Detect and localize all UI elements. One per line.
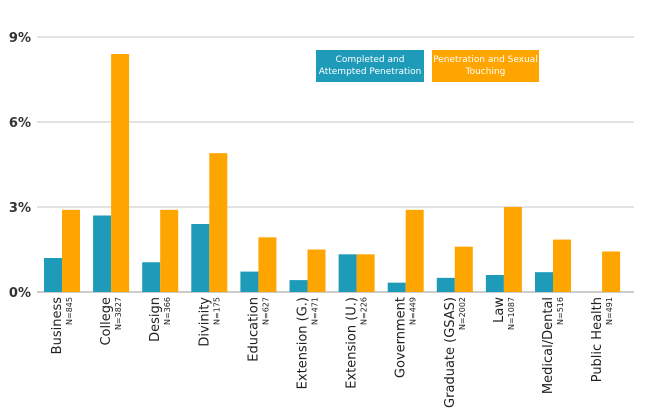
- bar: [258, 237, 277, 292]
- bar: [93, 215, 112, 292]
- x-tick-label: Graduate (GSAS): [443, 297, 458, 408]
- legend-label-completed: Completed and Attempted Penetration: [318, 55, 422, 77]
- x-axis-labels: Business N=845 College N=3827 Design N=366 Div…: [50, 297, 614, 408]
- bar: [209, 153, 228, 292]
- sample-size-label: N=845: [65, 297, 74, 325]
- bar: [436, 277, 455, 292]
- bar: [503, 207, 522, 292]
- sample-size-label: N=491: [605, 297, 614, 325]
- bar: [485, 275, 504, 292]
- bar: [454, 246, 473, 292]
- bar: [338, 254, 357, 292]
- legend-label-penetration: Penetration and Sexual Touching: [433, 55, 538, 77]
- x-tick-label: Business: [50, 297, 65, 355]
- bar: [111, 54, 130, 292]
- bar: [289, 280, 308, 292]
- sample-size-label: N=471: [311, 297, 320, 325]
- x-tick-label: Divinity: [197, 297, 212, 347]
- sample-size-label: N=3827: [114, 297, 123, 330]
- y-tick-label: 3%: [9, 201, 31, 216]
- x-tick-label: Education: [246, 297, 261, 362]
- sample-size-label: N=1087: [507, 297, 516, 330]
- y-tick-label: 9%: [9, 31, 31, 46]
- x-tick-label: College: [99, 297, 114, 346]
- bars: [44, 54, 621, 292]
- bar: [62, 209, 80, 292]
- bar: [240, 271, 259, 292]
- bar: [356, 254, 375, 292]
- sample-size-label: N=516: [556, 297, 565, 325]
- x-tick-label: Extension (G.): [296, 297, 311, 389]
- sample-size-label: N=226: [360, 297, 369, 325]
- bar: [553, 239, 571, 292]
- gridlines: [37, 36, 634, 293]
- sample-size-label: N=2002: [458, 297, 467, 330]
- x-tick-label: Public Health: [590, 297, 605, 382]
- y-axis-ticks: 0% 3% 6% 9%: [9, 31, 31, 301]
- bar: [405, 209, 424, 292]
- sample-size-label: N=449: [409, 297, 418, 325]
- x-tick-label: Medical/Dental: [541, 297, 556, 394]
- bar: [387, 282, 406, 292]
- bar: [44, 258, 62, 292]
- y-tick-label: 0%: [9, 286, 31, 301]
- bar: [160, 209, 179, 292]
- legend-item-penetration: Penetration and Sexual Touching: [432, 50, 539, 82]
- x-tick-label: Government: [394, 297, 409, 378]
- bar: [535, 272, 553, 292]
- bar: [142, 262, 161, 292]
- bar: [191, 224, 210, 292]
- sample-size-label: N=366: [163, 297, 172, 325]
- bar: [602, 251, 621, 292]
- legend-item-completed: Completed and Attempted Penetration: [316, 50, 424, 82]
- x-tick-label: Law: [492, 297, 507, 323]
- sample-size-label: N=175: [212, 297, 221, 325]
- bar: [307, 249, 326, 292]
- x-tick-label: Design: [148, 297, 163, 342]
- y-tick-label: 6%: [9, 116, 31, 131]
- sample-size-label: N=627: [261, 297, 270, 325]
- x-tick-label: Extension (U.): [345, 297, 360, 389]
